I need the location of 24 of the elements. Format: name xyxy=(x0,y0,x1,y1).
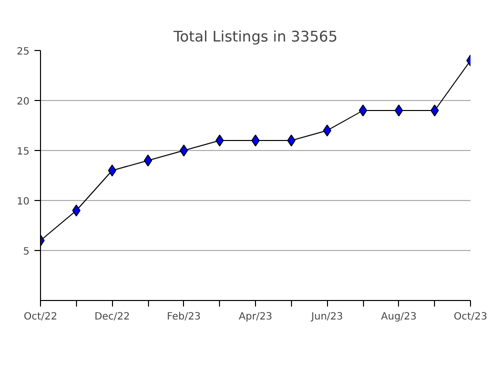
x-tick-label: Oct/23 xyxy=(454,312,488,322)
x-tick-label: Oct/22 xyxy=(24,312,58,322)
y-tick-label: 20 xyxy=(16,96,30,108)
point xyxy=(430,104,439,116)
point xyxy=(358,104,368,116)
x-tick-label: Dec/22 xyxy=(94,312,130,322)
x-tick-label: Feb/23 xyxy=(166,312,201,322)
point xyxy=(251,134,260,146)
point xyxy=(394,104,403,116)
point xyxy=(108,164,116,176)
point xyxy=(323,124,332,136)
y-tick-label: 15 xyxy=(16,146,30,158)
y-tick-label: 10 xyxy=(16,196,30,208)
x-tick-label: Jun/23 xyxy=(310,312,344,322)
y-tick-label: 5 xyxy=(23,246,30,258)
x-tick-label: Aug/23 xyxy=(381,312,417,322)
point xyxy=(72,204,80,216)
point xyxy=(144,154,152,166)
y-tick-label: 25 xyxy=(16,46,30,58)
x-tick-label: Apr/23 xyxy=(238,312,272,322)
chart-title: Total Listings in 33565 xyxy=(172,28,338,46)
point xyxy=(180,144,188,156)
point xyxy=(216,134,224,146)
point xyxy=(287,134,296,146)
